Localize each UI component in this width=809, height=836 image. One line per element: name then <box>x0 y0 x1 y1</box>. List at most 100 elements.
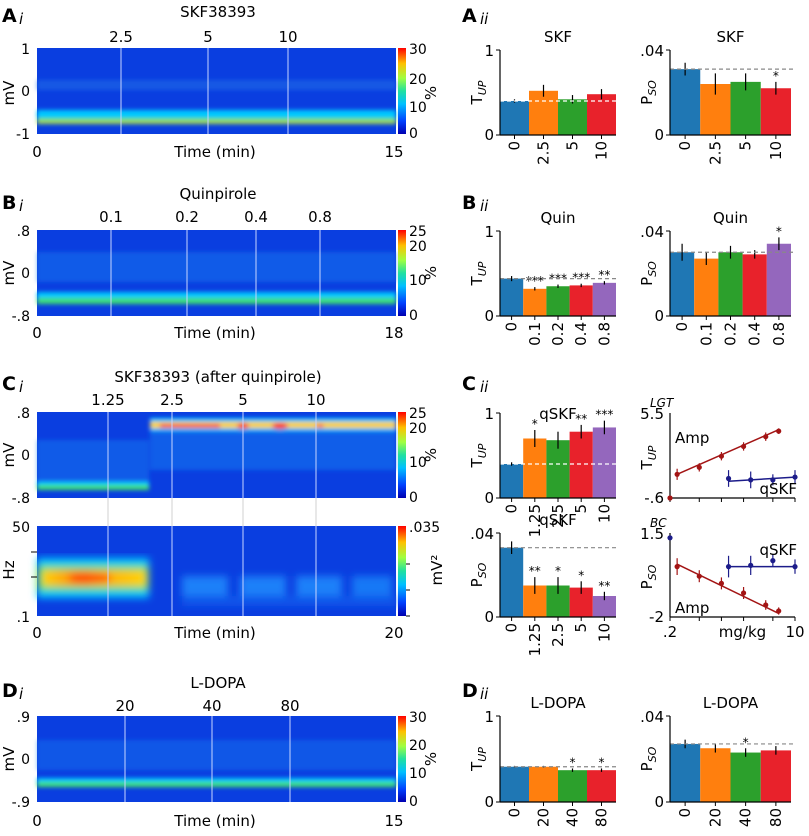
y-tick-label: 0 <box>484 489 494 507</box>
cbar-tick: 10 <box>409 273 427 289</box>
y-axis-label: TUP <box>638 445 659 470</box>
chart-title: Quin <box>713 209 748 227</box>
fit-line <box>676 429 779 475</box>
panel-a-letter: A <box>2 5 17 27</box>
y-tick-label: 1 <box>484 405 494 423</box>
cbar-label: % <box>422 266 440 280</box>
cbar-label: % <box>422 752 440 766</box>
y-axis-label: TUP <box>468 261 489 286</box>
x-tick-label: 0.1 <box>526 322 544 346</box>
y-tick: .9 <box>17 710 30 726</box>
cbar-tick: 10 <box>409 766 427 782</box>
x-tick-label: 2.5 <box>549 623 567 647</box>
bar <box>558 770 587 802</box>
spec-colorbar <box>398 526 406 616</box>
y-tick-label: -.6 <box>644 489 664 507</box>
x-tick-label: 40 <box>737 808 755 827</box>
x-tick: 0 <box>32 624 42 642</box>
y-tick-label: 1 <box>484 42 494 60</box>
data-point <box>748 562 754 569</box>
series-qSKF <box>667 535 798 578</box>
bar <box>592 282 616 316</box>
x-tick-label: 40 <box>564 808 582 827</box>
y-tick: .8 <box>17 406 30 422</box>
dose-label: 0.4 <box>244 208 268 226</box>
bar <box>742 254 767 316</box>
cbar-tick: 25 <box>409 224 427 240</box>
significance-star: * <box>570 755 576 769</box>
chart-title: L-DOPA <box>703 694 759 712</box>
y-axis-label: PSO <box>638 80 659 105</box>
cbar-tick: 30 <box>409 42 427 58</box>
colorbar <box>398 716 406 802</box>
cbar-label: % <box>422 86 440 100</box>
data-point <box>725 564 732 570</box>
x-tick-label: 10 <box>785 623 804 641</box>
x-tick: 0 <box>32 324 42 342</box>
bar-chart-B-pso: Quin 0 0.1 0.2 0.4 * 0.8 0 .04 PSO <box>638 209 793 346</box>
x-tick-label: 0.4 <box>746 322 764 346</box>
data-point <box>748 477 754 483</box>
data-point <box>776 608 782 614</box>
regression-chart-C-reg-pso: 1.5 -2 BC PSO .2 10 mg/kg qSKF Amp <box>638 516 805 641</box>
data-point <box>740 590 747 596</box>
bar-chart-D-pso: L-DOPA 0 20 * 40 80 0 .04 PSO <box>638 694 793 827</box>
x-tick-label: 0.8 <box>770 322 788 346</box>
chart-title: qSKF <box>539 511 577 529</box>
cbar-tick: 10 <box>409 100 427 116</box>
y-axis-label: PSO <box>638 261 659 286</box>
y-tick-label: .04 <box>640 42 664 60</box>
y-tick-label: .04 <box>470 525 494 543</box>
y-tick-label: 1 <box>484 708 494 726</box>
panel-a-sub: i <box>19 10 24 28</box>
y-tick-label: 1.5 <box>640 525 664 543</box>
x-tick-label: 80 <box>593 808 611 827</box>
chart-title: L-DOPA <box>530 694 586 712</box>
x-tick: 0 <box>32 143 42 161</box>
y-axis-label: TUP <box>468 443 489 468</box>
x-tick-label: 0 <box>503 623 521 633</box>
x-tick-label: 2.5 <box>549 504 567 528</box>
x-tick: 18 <box>384 324 403 342</box>
bar <box>523 585 547 617</box>
y-tick-label: 0 <box>484 126 494 144</box>
panel-c-letter: C <box>2 373 16 395</box>
data-point <box>674 471 680 477</box>
bar <box>760 750 791 802</box>
y-tick: -.8 <box>12 309 30 325</box>
data-point <box>792 474 798 480</box>
data-point <box>718 453 725 459</box>
x-tick-label: 1.25 <box>526 504 544 537</box>
series-label-qskf: qSKF <box>759 541 797 559</box>
data-point <box>667 535 673 541</box>
x-tick-label: .2 <box>663 623 677 641</box>
panel-d-heatmap: D i L-DOPA 20 40 80 .9 0 -.9 mV 0 15 Tim… <box>0 674 440 830</box>
bar-chart-A-pso: SKF 0 2.5 5 * 10 0 .04 PSO <box>638 28 793 165</box>
x-tick-label: 0 <box>676 808 694 818</box>
x-tick-label: 20 <box>706 808 724 827</box>
y-tick-label: -2 <box>649 608 664 626</box>
bar-chart-A-tup: SKF 0 2.5 5 10 0 1 TUP <box>468 28 618 165</box>
data-point <box>770 477 776 483</box>
x-tick-label: 1.25 <box>526 623 544 656</box>
x-tick-label: 5 <box>737 141 755 151</box>
y-tick-label: 0 <box>484 608 494 626</box>
cbar-tick: 10 <box>409 455 427 471</box>
bar <box>766 243 791 316</box>
x-tick-label: 0.8 <box>595 322 613 346</box>
bar <box>546 440 570 498</box>
y-label: mV <box>0 80 18 106</box>
data-point <box>776 428 782 434</box>
colorbar <box>398 412 406 498</box>
x-tick-label: 0 <box>503 322 521 332</box>
x-tick-label: 0 <box>506 141 524 151</box>
significance-star: * <box>773 69 779 83</box>
panel-c-drug: SKF38393 (after quinpirole) <box>114 368 321 386</box>
significance-star: * <box>776 224 782 238</box>
panel-c-sub: i <box>19 378 24 396</box>
dose-label: 1.25 <box>91 391 124 409</box>
data-point <box>674 564 680 570</box>
y-tick-label: 0 <box>654 793 664 811</box>
x-tick-label: 0.2 <box>722 322 740 346</box>
